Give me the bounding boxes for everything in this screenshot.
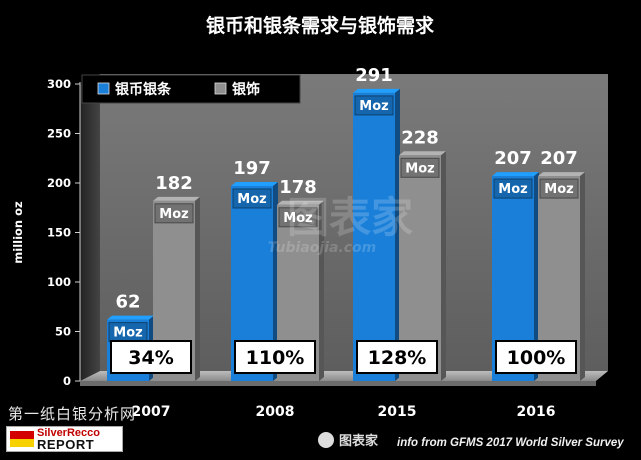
unit-tag: Moz [159, 207, 188, 222]
bar-top [277, 200, 324, 205]
unit-tag: Moz [113, 326, 142, 341]
legend-box [81, 74, 301, 104]
bar-side [580, 172, 585, 381]
silver-report-logo: SilverRecco REPORT [6, 426, 123, 452]
watermark-center: 图表家 [287, 193, 413, 242]
y-tick-label: 250 [47, 127, 71, 141]
unit-tag-bg [493, 178, 533, 199]
ratio-label: 100% [507, 347, 566, 369]
unit-tag: Moz [359, 99, 388, 114]
data-label: 291 [355, 65, 393, 86]
data-label: 207 [540, 148, 578, 169]
data-label: 178 [279, 177, 317, 198]
ratio-box [110, 340, 192, 374]
ratio-box [495, 340, 577, 374]
x-tick-label: 2016 [517, 404, 556, 420]
plot-side-wall [80, 74, 100, 381]
data-label: 197 [233, 158, 271, 179]
ratio-box [356, 340, 438, 374]
bar-top [399, 151, 446, 156]
watermark-text: 第一纸白银分析网 [8, 405, 137, 423]
y-tick-label: 150 [47, 226, 71, 240]
ratio-box [234, 340, 316, 374]
bar-top [353, 88, 400, 93]
bar-top [538, 172, 585, 177]
data-label: 207 [494, 148, 532, 169]
flag-icon [10, 431, 34, 447]
unit-tag-bg [154, 203, 194, 224]
bar-coin [353, 92, 395, 381]
unit-tag-bg [278, 207, 318, 228]
bar-top [153, 196, 200, 201]
unit-tag: Moz [544, 182, 573, 197]
x-tick-label: 2007 [132, 404, 171, 420]
y-tick-label: 200 [47, 176, 71, 190]
unit-tag: Moz [498, 182, 527, 197]
bar-side [395, 88, 400, 381]
source-note: info from GFMS 2017 World Silver Survey [397, 437, 624, 449]
legend-swatch [97, 82, 110, 95]
unit-tag: Moz [283, 211, 312, 226]
chart-title: 银币和银条需求与银饰需求 [206, 14, 435, 37]
bar-top [107, 315, 154, 320]
bar-side [534, 172, 539, 381]
data-label: 228 [401, 127, 439, 148]
y-axis-label: million oz [11, 201, 25, 264]
x-tick-label: 2008 [256, 404, 295, 420]
bar-side [195, 196, 200, 381]
x-tick-label: 2015 [378, 404, 417, 420]
ratio-label: 110% [246, 347, 305, 369]
unit-tag-bg [539, 178, 579, 199]
bar-top [492, 172, 539, 177]
ratio-label: 128% [368, 347, 427, 369]
bar-top [231, 181, 278, 186]
tubiaojia-logo-text: 图表家 [339, 434, 379, 449]
bar-side [441, 151, 446, 381]
unit-tag: Moz [405, 161, 434, 176]
legend-label: 银币银条 [115, 81, 172, 98]
y-tick-label: 300 [47, 77, 71, 91]
y-tick-label: 0 [63, 374, 71, 388]
unit-tag-bg [354, 95, 394, 116]
logo-top-text: SilverRecco [37, 427, 100, 439]
unit-tag-bg [232, 188, 272, 209]
unit-tag: Moz [237, 192, 266, 207]
legend-label: 银饰 [232, 81, 260, 98]
bar-side [273, 181, 278, 381]
logo-bottom-text: REPORT [37, 437, 95, 452]
bar-side [319, 200, 324, 381]
ratio-label: 34% [128, 347, 173, 369]
legend-swatch [214, 82, 227, 95]
data-label: 182 [155, 173, 193, 194]
plot-floor-edge [80, 381, 596, 386]
unit-tag-bg [400, 157, 440, 178]
watermark-latin: Tubiaojia.com [268, 240, 376, 256]
data-label: 62 [115, 292, 140, 313]
plot-floor [80, 371, 608, 381]
tubiaojia-icon [318, 431, 334, 448]
tubiaojia-logo: 图表家 [318, 430, 378, 449]
y-tick-label: 50 [55, 325, 71, 339]
y-tick-label: 100 [47, 275, 71, 289]
